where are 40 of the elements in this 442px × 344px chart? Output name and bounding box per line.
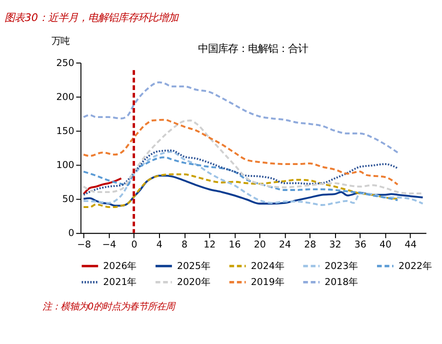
legend-label: 2023年 (324, 260, 358, 272)
y-tick-label: 250 (56, 58, 74, 69)
x-tick-label: 28 (304, 240, 316, 251)
x-tick-label: 12 (204, 240, 216, 251)
y-tick-label: 50 (62, 194, 74, 206)
x-tick-label: −4 (102, 240, 116, 251)
y-tick-label: 150 (56, 126, 74, 138)
legend-label: 2020年 (176, 276, 210, 288)
legend-label: 2018年 (324, 276, 358, 288)
x-tick-label: 24 (279, 240, 292, 251)
x-tick-label: 8 (182, 240, 188, 251)
line-series (82, 177, 122, 196)
x-tick-label: 16 (228, 240, 241, 251)
legend-label: 2025年 (176, 260, 210, 272)
line-series (82, 156, 399, 202)
line-series (82, 120, 424, 194)
line-series (82, 150, 424, 206)
chart-title: 图表30：近半月，电解铝库存环比增加 (4, 12, 180, 24)
text: 注：横轴为0的时点为春节所在周 (42, 302, 177, 313)
x-tick-label: 44 (404, 240, 417, 251)
chart-subtitle: 中国库存：电解铝：合计 (198, 43, 308, 56)
legend-label: 2019年 (250, 276, 284, 288)
x-tick-label: 32 (329, 240, 342, 251)
y-tick-label: 100 (56, 160, 74, 172)
legend-label: 2021年 (103, 276, 136, 288)
line-series (82, 81, 399, 154)
x-tick-label: 4 (156, 240, 162, 251)
x-tick-label: 40 (380, 240, 392, 251)
x-tick-label: −8 (77, 240, 92, 251)
x-tick-label: 0 (131, 240, 138, 251)
line-series (82, 118, 399, 186)
y-tick-label: 0 (68, 228, 74, 240)
legend-label: 2026年 (103, 260, 136, 272)
line-series (82, 150, 399, 196)
y-axis-title: 万吨 (52, 36, 70, 48)
legend-label: 2024年 (250, 260, 284, 272)
x-tick-label: 20 (254, 240, 266, 251)
y-tick-label: 200 (56, 92, 74, 103)
legend-label: 2022年 (398, 260, 432, 272)
x-tick-label: 36 (354, 240, 366, 251)
